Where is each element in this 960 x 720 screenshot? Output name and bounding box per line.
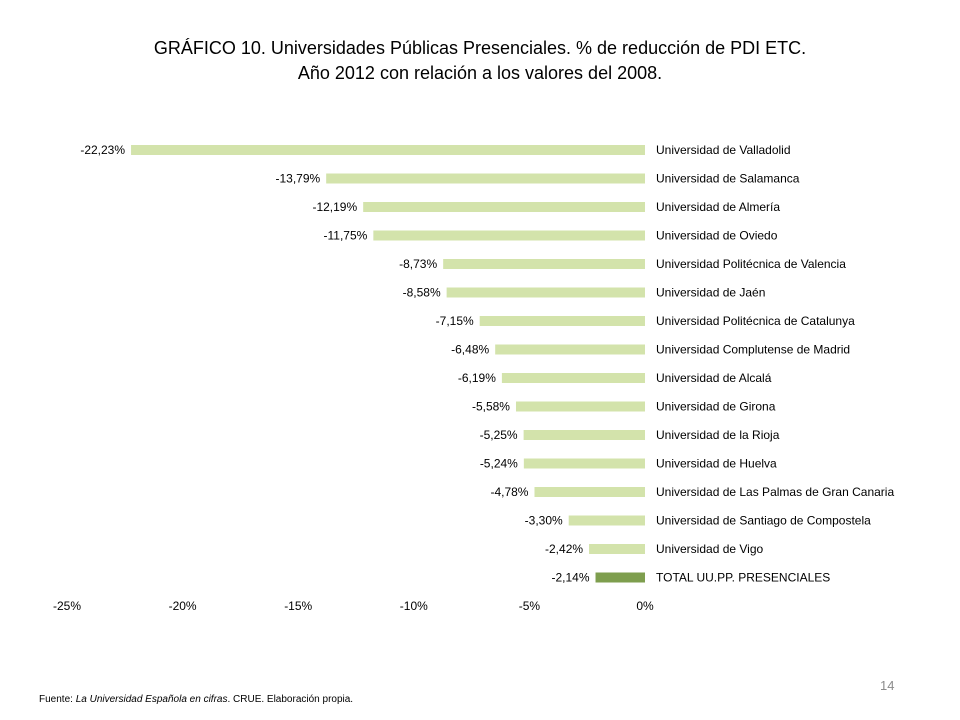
bar (568, 515, 645, 526)
bar (443, 259, 645, 269)
data-label: -5,58% (472, 400, 510, 414)
data-label: -8,58% (403, 286, 441, 300)
bar (523, 430, 645, 440)
bar (515, 401, 645, 412)
chart-title-line2: Año 2012 con relación a los valores del … (297, 63, 663, 83)
category-label: Universidad de Salamanca (656, 172, 800, 186)
data-label: -4,78% (490, 485, 528, 499)
data-label: -8,73% (399, 257, 437, 271)
bar (523, 458, 645, 469)
source-suffix: . CRUE. Elaboración propia. (227, 694, 354, 705)
data-label: -3,30% (525, 514, 563, 528)
category-label: Universidad de Girona (656, 400, 776, 414)
data-label: -12,19% (312, 200, 357, 214)
category-label: Universidad de Vigo (656, 542, 764, 556)
x-tick-label: -15% (284, 599, 312, 613)
bar (326, 173, 645, 184)
data-label: -7,15% (436, 314, 474, 328)
bar (446, 287, 645, 298)
category-label: Universidad de Huelva (656, 457, 777, 471)
category-label: Universidad de la Rioja (656, 428, 780, 442)
category-label: Universidad Politécnica de Catalunya (656, 314, 855, 328)
category-label: Universidad de Almería (656, 200, 780, 214)
chart-title-line1: GRÁFICO 10. Universidades Públicas Prese… (153, 38, 807, 58)
data-label: -5,25% (480, 428, 518, 442)
bar (131, 145, 645, 155)
bar (501, 373, 645, 383)
data-label: -5,24% (480, 457, 518, 471)
chart-title: GRÁFICO 10. Universidades Públicas Prese… (0, 36, 960, 86)
bar (495, 344, 645, 355)
category-label: Universidad de Las Palmas de Gran Canari… (656, 485, 894, 499)
category-label: Universidad de Valladolid (656, 143, 791, 157)
source-note: Fuente: La Universidad Española en cifra… (39, 694, 353, 705)
data-label: -6,19% (458, 371, 496, 385)
data-label: -22,23% (80, 143, 125, 157)
category-label: TOTAL UU.PP. PRESENCIALES (656, 571, 830, 585)
category-label: Universidad de Santiago de Compostela (656, 514, 871, 528)
data-label: -2,42% (545, 542, 583, 556)
category-label: Universidad de Alcalá (656, 371, 772, 385)
page-number: 14 (880, 678, 895, 693)
bar (534, 487, 645, 497)
bar (589, 544, 645, 554)
category-label: Universidad de Jaén (656, 286, 765, 300)
x-tick-label: -20% (169, 599, 197, 613)
x-tick-label: -5% (519, 599, 541, 613)
data-label: -11,75% (324, 229, 368, 243)
bar (373, 230, 645, 241)
data-label: -2,14% (551, 571, 589, 585)
data-label: -6,48% (451, 343, 489, 357)
bar (479, 316, 645, 326)
category-label: Universidad de Oviedo (656, 229, 778, 243)
source-title: La Universidad Española en cifras (75, 694, 228, 705)
x-tick-label: -25% (53, 599, 81, 613)
bar (363, 202, 645, 212)
category-label: Universidad Complutense de Madrid (656, 343, 850, 357)
x-tick-label: -10% (400, 599, 428, 613)
data-label: -13,79% (275, 172, 320, 186)
x-tick-label: 0% (636, 599, 654, 613)
bar (595, 572, 645, 583)
source-prefix: Fuente: (39, 694, 76, 705)
category-label: Universidad Politécnica de Valencia (656, 257, 846, 271)
